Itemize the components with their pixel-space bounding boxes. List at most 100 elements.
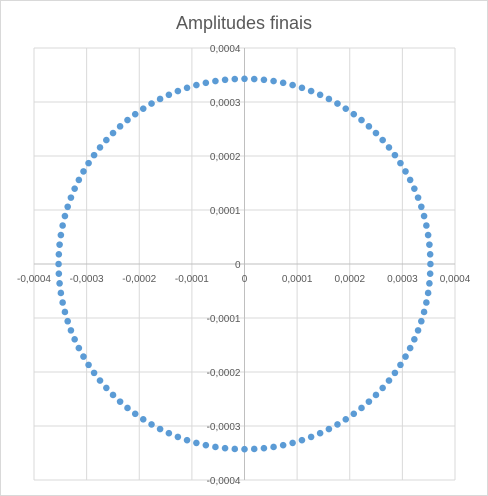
data-point: [165, 429, 173, 437]
data-point: [55, 270, 63, 277]
axes: [34, 48, 455, 480]
data-point: [56, 241, 63, 248]
data-point: [298, 84, 306, 92]
x-tick-label: 0,0001: [282, 274, 313, 285]
data-point: [131, 410, 139, 418]
data-point: [139, 105, 147, 112]
y-tick-label: 0,0003: [210, 98, 241, 109]
chart-title: Amplitudes finais: [176, 13, 312, 33]
data-point: [139, 416, 147, 423]
data-point: [372, 129, 380, 137]
data-point: [85, 361, 92, 369]
data-point: [124, 116, 131, 124]
data-point: [418, 203, 425, 211]
data-point: [80, 168, 87, 175]
data-point: [241, 75, 248, 83]
y-tick-label: 0,0004: [210, 44, 241, 55]
data-point: [64, 203, 71, 211]
data-point: [80, 353, 87, 360]
data-point: [358, 404, 365, 412]
data-point: [342, 416, 350, 423]
data-point: [325, 95, 333, 103]
data-point: [67, 327, 75, 334]
data-point: [202, 441, 210, 449]
data-point: [156, 425, 164, 433]
data-point: [411, 185, 418, 192]
y-tick-label: 0,0001: [210, 206, 241, 217]
data-point: [250, 445, 258, 453]
data-point: [57, 289, 65, 297]
data-point: [109, 129, 117, 137]
data-point: [391, 151, 399, 159]
data-point: [358, 116, 365, 124]
data-point: [231, 445, 239, 453]
data-point: [221, 76, 229, 84]
data-point: [174, 433, 182, 441]
data-point: [334, 421, 341, 428]
data-point: [385, 377, 393, 384]
data-point: [55, 251, 63, 258]
data-point: [131, 110, 139, 118]
y-tick-label: -0,0003: [207, 422, 241, 433]
data-point: [424, 289, 432, 297]
data-point: [250, 75, 258, 83]
x-tick-labels: -0,0004 -0,0003 -0,0002 -0,0001 0 0,0001 0,000…: [17, 274, 471, 285]
data-point: [385, 144, 393, 151]
data-point: [85, 159, 92, 167]
data-point: [165, 91, 173, 99]
data-point: [307, 87, 315, 95]
data-point: [423, 299, 430, 306]
data-point: [61, 308, 69, 316]
data-point: [96, 377, 104, 384]
data-point: [103, 384, 110, 392]
data-point: [379, 136, 386, 144]
data-point: [148, 100, 155, 107]
data-point: [426, 241, 433, 248]
data-point: [391, 369, 399, 377]
data-point: [183, 84, 191, 92]
x-tick-label: -0,0004: [17, 274, 51, 285]
data-point: [64, 317, 71, 325]
data-point: [365, 398, 373, 405]
data-point: [59, 299, 66, 306]
y-tick-label: -0,0004: [207, 476, 241, 487]
data-point: [423, 222, 430, 229]
data-point: [402, 353, 409, 360]
data-point: [406, 344, 414, 352]
x-tick-label: -0,0001: [175, 274, 209, 285]
data-point: [420, 308, 428, 316]
data-point: [59, 222, 66, 229]
data-point: [96, 144, 104, 151]
y-tick-label: 0,0002: [210, 152, 241, 163]
data-point: [57, 231, 65, 239]
data-point: [116, 123, 124, 130]
data-point: [420, 212, 428, 220]
data-point: [279, 441, 287, 449]
data-point: [90, 151, 98, 159]
data-point: [260, 444, 268, 452]
data-point: [174, 87, 182, 95]
data-point: [124, 404, 131, 412]
y-tick-label: 0: [235, 260, 241, 271]
data-point: [289, 81, 296, 89]
data-point: [414, 194, 422, 201]
data-point: [379, 384, 386, 392]
x-tick-label: -0,0002: [122, 274, 156, 285]
y-tick-labels: 0,0004 0,0003 0,0002 0,0001 0 -0,0001 -0,0002 -…: [207, 44, 241, 487]
data-point: [90, 369, 98, 377]
data-point: [426, 251, 434, 258]
data-point: [334, 100, 341, 107]
data-point: [397, 159, 404, 167]
data-point: [418, 317, 425, 325]
data-points: [55, 75, 434, 453]
data-point: [231, 75, 239, 83]
data-point: [56, 280, 63, 287]
data-point: [397, 361, 404, 369]
data-point: [67, 194, 75, 201]
y-tick-label: -0,0001: [207, 314, 241, 325]
data-point: [342, 105, 350, 112]
data-point: [307, 433, 315, 441]
data-point: [61, 212, 69, 220]
data-point: [260, 76, 268, 84]
